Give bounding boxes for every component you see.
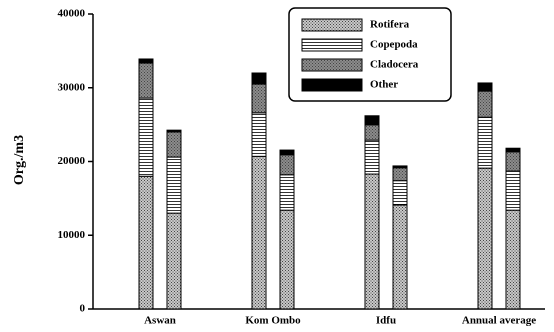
bar-segment (251, 72, 267, 85)
y-tick-label: 40000 (58, 8, 86, 20)
bar-segment (251, 155, 267, 310)
bar-segment (392, 165, 408, 169)
bar-segment (279, 149, 295, 156)
bar-segment (138, 62, 154, 99)
x-tick-label: Aswan (144, 315, 176, 327)
y-tick-label: 30000 (58, 81, 86, 93)
legend-label: Cladocera (370, 59, 419, 71)
bar-segment (251, 112, 267, 157)
bar-segment (392, 204, 408, 310)
bar-segment (166, 131, 182, 158)
bar-segment (364, 139, 380, 175)
bar-segment (166, 212, 182, 310)
legend-label: Other (370, 79, 398, 91)
bar-segment (392, 167, 408, 182)
legend-swatch (301, 58, 363, 72)
y-tick-label: 0 (80, 303, 86, 315)
legend-swatch (301, 38, 363, 52)
bar-segment (392, 180, 408, 206)
bar-segment (477, 82, 493, 92)
bar-segment (166, 129, 182, 133)
bar-segment (138, 58, 154, 64)
legend-label: Copepoda (370, 39, 418, 51)
bar-segment (477, 90, 493, 118)
bar-segment (251, 83, 267, 114)
bar-segment (364, 115, 380, 126)
y-axis-label: Org./m3 (12, 135, 27, 185)
bar-segment (364, 173, 380, 310)
bar-segment (279, 174, 295, 211)
y-tick-label: 20000 (58, 155, 86, 167)
bar-segment (477, 167, 493, 310)
bar-segment (505, 151, 521, 172)
bar-segment (166, 156, 182, 214)
bar-segment (505, 209, 521, 310)
bar-segment (138, 97, 154, 177)
bar-segment (279, 154, 295, 176)
bar-segment (477, 116, 493, 169)
bar-segment (364, 124, 380, 141)
bar-segment (505, 147, 521, 153)
legend-swatch (301, 78, 363, 92)
y-tick-label: 10000 (58, 229, 86, 241)
bar-segment (505, 170, 521, 211)
x-tick-label: Kom Ombo (245, 315, 301, 327)
legend-label: Rotifera (370, 19, 410, 31)
bar-segment (279, 209, 295, 310)
bar-segment (138, 175, 154, 310)
x-tick-label: Idfu (376, 315, 396, 327)
x-tick-label: Annual average (462, 315, 536, 327)
legend-swatch (301, 18, 363, 32)
